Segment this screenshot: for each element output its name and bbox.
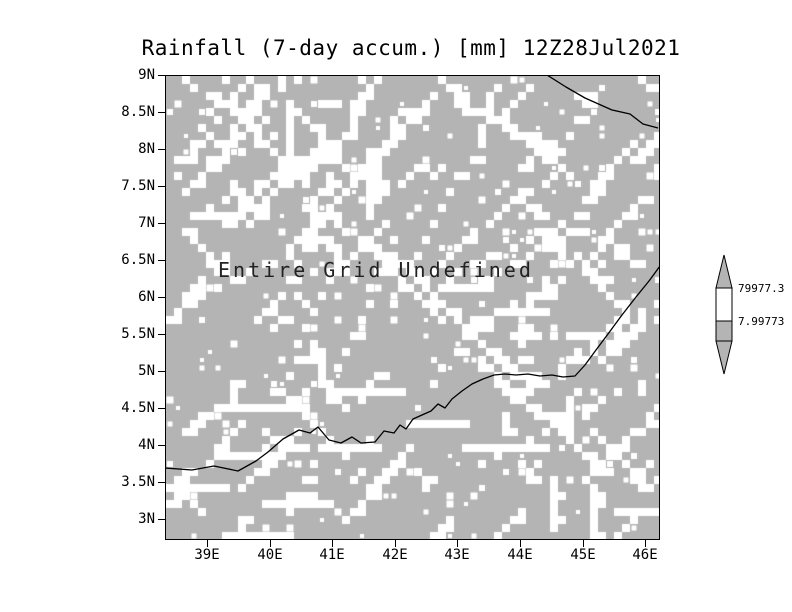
y-tick-label: 6N xyxy=(138,289,155,305)
x-tick-label: 45E xyxy=(570,547,596,563)
coastline-overlay xyxy=(166,76,659,472)
x-tick-mark xyxy=(457,540,458,547)
x-tick-mark xyxy=(520,540,521,547)
y-tick-mark xyxy=(158,371,165,372)
coastline-north xyxy=(547,76,659,129)
colorbar-band-top xyxy=(715,287,733,322)
x-tick-mark xyxy=(270,540,271,547)
x-tick-label: 40E xyxy=(257,547,283,563)
x-tick-mark xyxy=(583,540,584,547)
x-tick-label: 39E xyxy=(194,547,220,563)
coastline-south xyxy=(166,266,659,472)
y-tick-label: 4N xyxy=(138,437,155,453)
y-tick-label: 3N xyxy=(138,511,155,527)
y-tick-mark xyxy=(158,408,165,409)
x-tick-label: 46E xyxy=(632,547,658,563)
y-tick-mark xyxy=(158,260,165,261)
y-tick-label: 5.5N xyxy=(121,326,155,342)
y-tick-label: 6.5N xyxy=(121,252,155,268)
x-tick-label: 42E xyxy=(382,547,408,563)
colorbar-band-bottom xyxy=(715,320,733,342)
x-tick-label: 41E xyxy=(319,547,345,563)
y-tick-label: 7.5N xyxy=(121,178,155,194)
plot-area: Entire Grid Undefined xyxy=(165,75,660,540)
x-tick-mark xyxy=(395,540,396,547)
colorbar-min-label: 7.99773 xyxy=(738,315,785,328)
y-tick-mark xyxy=(158,75,165,76)
colorbar-graphic xyxy=(715,254,733,375)
y-tick-mark xyxy=(158,112,165,113)
y-tick-mark xyxy=(158,186,165,187)
x-tick-label: 43E xyxy=(444,547,470,563)
grid-undefined-annotation: Entire Grid Undefined xyxy=(218,258,534,282)
y-tick-mark xyxy=(158,223,165,224)
y-tick-mark xyxy=(158,149,165,150)
colorbar: 79977.3 7.99773 xyxy=(710,253,792,383)
y-tick-label: 4.5N xyxy=(121,400,155,416)
colorbar-down-arrow-icon xyxy=(715,340,733,375)
x-tick-mark xyxy=(645,540,646,547)
colorbar-max-label: 79977.3 xyxy=(738,282,785,295)
y-tick-label: 3.5N xyxy=(121,474,155,490)
figure-title: Rainfall (7-day accum.) [mm] 12Z28Jul202… xyxy=(141,36,681,60)
x-tick-mark xyxy=(332,540,333,547)
y-tick-label: 7N xyxy=(138,215,155,231)
rainfall-field-canvas xyxy=(166,76,659,539)
y-tick-mark xyxy=(158,519,165,520)
colorbar-up-arrow-icon xyxy=(715,254,733,289)
y-tick-label: 8N xyxy=(138,141,155,157)
y-tick-label: 8.5N xyxy=(121,104,155,120)
y-tick-mark xyxy=(158,334,165,335)
x-tick-mark xyxy=(207,540,208,547)
y-tick-label: 9N xyxy=(138,67,155,83)
x-tick-label: 44E xyxy=(507,547,533,563)
y-tick-mark xyxy=(158,482,165,483)
y-tick-label: 5N xyxy=(138,363,155,379)
y-tick-mark xyxy=(158,445,165,446)
y-tick-mark xyxy=(158,297,165,298)
